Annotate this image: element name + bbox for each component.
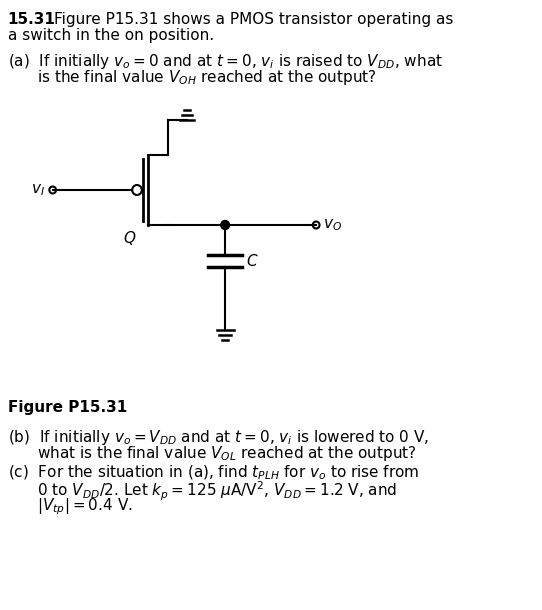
Text: 15.31: 15.31 <box>8 12 55 27</box>
Text: 0 to $V_{DD}$/2. Let $k_p = 125$ $\mu\mathrm{A/V}^2$, $V_{DD} = 1.2$ V, and: 0 to $V_{DD}$/2. Let $k_p = 125$ $\mu\ma… <box>8 480 397 503</box>
Text: is the final value $V_{OH}$ reached at the output?: is the final value $V_{OH}$ reached at t… <box>8 68 376 87</box>
Text: (a)  If initially $v_o = 0$ and at $t = 0$, $v_i$ is raised to $V_{DD}$, what: (a) If initially $v_o = 0$ and at $t = 0… <box>8 52 443 71</box>
Text: what is the final value $V_{OL}$ reached at the output?: what is the final value $V_{OL}$ reached… <box>8 444 416 463</box>
Text: $|V_{tp}| = 0.4$ V.: $|V_{tp}| = 0.4$ V. <box>8 496 132 517</box>
Text: $Q$: $Q$ <box>122 229 136 247</box>
Text: C: C <box>246 254 257 268</box>
Circle shape <box>221 220 229 229</box>
Text: (c)  For the situation in (a), find $t_{PLH}$ for $v_o$ to rise from: (c) For the situation in (a), find $t_{P… <box>8 464 419 483</box>
Text: (b)  If initially $v_o = V_{DD}$ and at $t = 0$, $v_i$ is lowered to 0 V,: (b) If initially $v_o = V_{DD}$ and at $… <box>8 428 429 447</box>
Text: Figure P15.31: Figure P15.31 <box>8 400 127 415</box>
Text: a switch in the on position.: a switch in the on position. <box>8 28 214 43</box>
Text: $v_O$: $v_O$ <box>323 217 342 233</box>
Text: Figure P15.31 shows a PMOS transistor operating as: Figure P15.31 shows a PMOS transistor op… <box>54 12 453 27</box>
Text: $v_I$: $v_I$ <box>31 182 45 198</box>
